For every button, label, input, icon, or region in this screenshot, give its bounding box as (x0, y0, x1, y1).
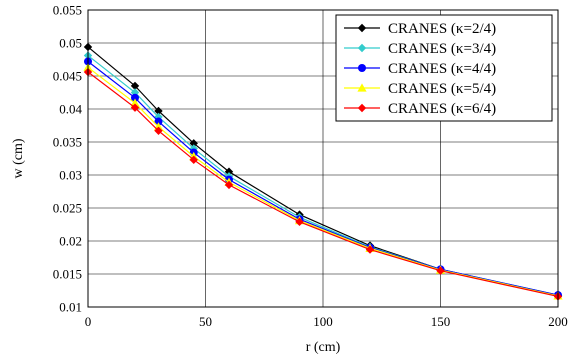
x-axis-title: r (cm) (306, 340, 341, 355)
series-layer (83, 42, 563, 301)
y-tick-label: 0.05 (59, 36, 82, 51)
data-point (130, 98, 140, 107)
x-tick-label: 200 (548, 314, 568, 329)
legend-marker (357, 83, 367, 92)
x-tick-label: 150 (431, 314, 451, 329)
data-point (295, 217, 304, 227)
y-tick-label: 0.055 (53, 3, 82, 18)
y-tick-label: 0.045 (53, 69, 82, 84)
legend-marker (358, 64, 366, 72)
legend-item: CRANES (κ=6/4) (344, 101, 496, 117)
tick-labels: 0.01 0.015 0.02 0.025 0.03 0.035 0.04 0.045 0.05… (53, 3, 568, 330)
legend-marker (357, 43, 367, 53)
data-point (131, 93, 139, 102)
legend-label: CRANES (κ=3/4) (388, 41, 496, 57)
data-point (189, 139, 198, 148)
x-tick-label: 0 (85, 314, 92, 329)
data-point (130, 103, 140, 112)
x-tick-label: 50 (199, 314, 212, 329)
data-point (154, 112, 163, 122)
data-point (436, 266, 445, 275)
y-tick-label: 0.03 (59, 168, 82, 183)
series-5 (83, 67, 563, 301)
data-point (130, 81, 140, 91)
y-tick-label: 0.015 (53, 267, 82, 282)
data-point (224, 180, 234, 190)
y-tick-label: 0.035 (53, 135, 82, 150)
legend-label: CRANES (κ=6/4) (388, 101, 496, 117)
data-point (154, 126, 163, 135)
y-axis-title: w (cm) (11, 138, 26, 178)
legend-marker (357, 103, 367, 113)
x-tick-label: 100 (313, 314, 333, 329)
y-tick-label: 0.025 (53, 201, 82, 216)
data-point (130, 88, 140, 97)
legend: CRANES (κ=2/4) CRANES (κ=3/4) CRANES (κ=4/… (335, 14, 553, 122)
plot-area (87, 9, 559, 308)
legend-label: CRANES (κ=4/4) (388, 61, 496, 77)
legend-item: CRANES (κ=5/4) (344, 81, 496, 97)
legend-marker (357, 23, 367, 33)
legend-item: CRANES (κ=4/4) (344, 61, 496, 77)
y-tick-label: 0.02 (59, 234, 82, 249)
data-point (154, 106, 163, 116)
data-point (154, 117, 163, 126)
data-point (365, 245, 375, 254)
legend-item: CRANES (κ=3/4) (344, 41, 496, 57)
data-point (224, 167, 234, 176)
data-point (189, 155, 198, 165)
legend-item: CRANES (κ=2/4) (344, 21, 496, 37)
legend-label: CRANES (κ=5/4) (388, 81, 496, 97)
legend-label: CRANES (κ=2/4) (388, 21, 496, 37)
y-tick-label: 0.04 (59, 102, 82, 117)
y-tick-label: 0.01 (59, 300, 82, 315)
